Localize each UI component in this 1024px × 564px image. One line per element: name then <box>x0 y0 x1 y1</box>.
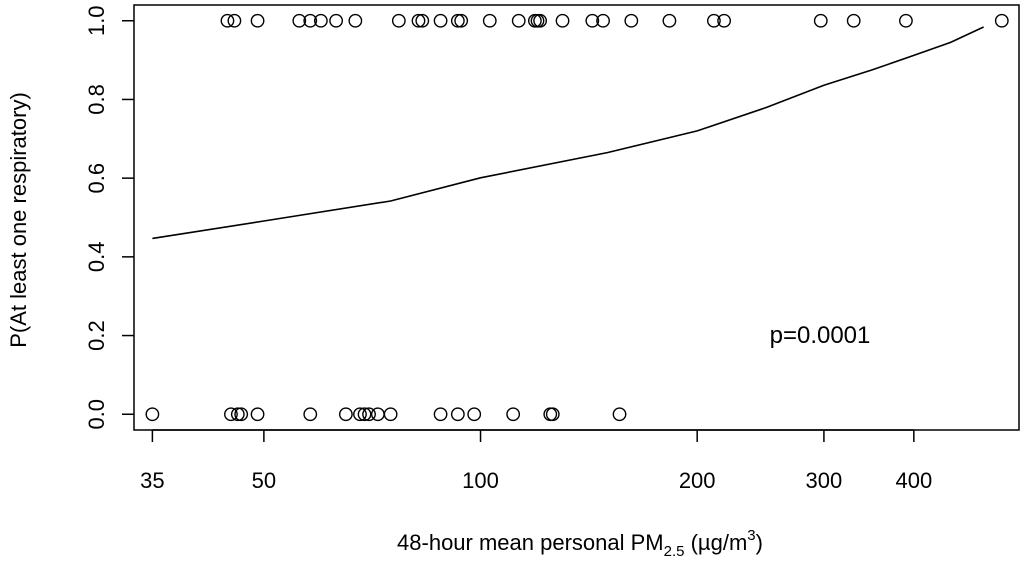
data-point <box>145 407 160 422</box>
data-point <box>303 13 318 28</box>
fitted-curve <box>152 26 984 240</box>
x-tick-label: 50 <box>252 468 276 493</box>
x-axis-title: 48-hour mean personal PM2.5 (µg/m3) <box>397 527 763 560</box>
data-point <box>533 13 548 28</box>
data-point <box>362 407 376 422</box>
data-point <box>415 13 430 28</box>
data-point <box>250 13 265 28</box>
data-point <box>994 13 1009 28</box>
plot-frame <box>133 4 1020 431</box>
x-tick-label: 300 <box>806 468 843 493</box>
data-point <box>545 407 560 422</box>
y-tick-label: 0.0 <box>84 399 109 430</box>
data-point <box>353 407 367 422</box>
p-value-annotation: p=0.0001 <box>770 322 871 349</box>
data-point <box>717 13 732 28</box>
data-point <box>482 13 497 28</box>
data-point <box>411 13 426 28</box>
data-point <box>433 407 448 422</box>
data-point <box>511 13 526 28</box>
y-tick-label: 0.2 <box>84 320 109 351</box>
data-point <box>899 13 913 28</box>
data-point <box>596 13 610 28</box>
data-point <box>662 13 677 28</box>
data-point <box>612 407 627 422</box>
data-point <box>250 407 265 422</box>
y-tick-label: 0.4 <box>84 242 109 273</box>
y-tick-label: 0.8 <box>84 84 109 115</box>
x-tick-label: 100 <box>462 468 499 493</box>
data-point <box>234 407 249 422</box>
data-point <box>530 13 545 28</box>
data-point <box>329 13 344 28</box>
data-point <box>383 407 398 422</box>
data-point <box>624 13 639 28</box>
y-tick-label: 0.6 <box>84 163 109 194</box>
data-point <box>338 407 353 422</box>
y-axis-title: P(At least one respiratory) <box>6 92 31 348</box>
data-point <box>813 13 828 28</box>
data-point <box>707 13 721 28</box>
data-point <box>230 407 245 422</box>
data-point <box>846 13 861 28</box>
data-point <box>450 13 465 28</box>
x-tick-label: 400 <box>895 468 932 493</box>
x-tick-label: 200 <box>679 468 716 493</box>
data-point <box>555 13 570 28</box>
data-point <box>391 13 406 28</box>
data-point <box>220 13 235 28</box>
data-point <box>227 13 242 28</box>
data-point <box>506 407 521 422</box>
data-point <box>450 407 465 422</box>
plot-area: 35 50 100 200 300 400 0.0 0.2 0.4 0.6 0.8 1.0 <box>84 4 1020 493</box>
data-point <box>292 13 307 28</box>
data-point <box>467 407 482 422</box>
data-point <box>348 13 363 28</box>
data-point <box>433 13 448 28</box>
data-point <box>224 407 238 422</box>
y-tick-label: 1.0 <box>84 5 109 36</box>
data-point <box>313 13 328 28</box>
data-point <box>370 407 385 422</box>
data-point <box>357 407 372 422</box>
x-tick-label: 35 <box>140 468 164 493</box>
data-point <box>585 13 600 28</box>
data-point <box>454 13 469 28</box>
data-point <box>303 407 318 422</box>
